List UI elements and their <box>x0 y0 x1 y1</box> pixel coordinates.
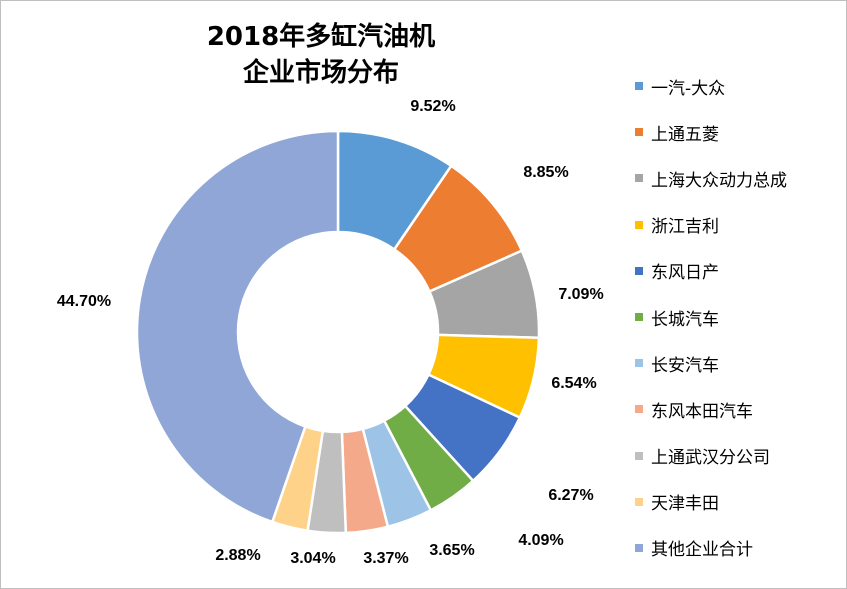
legend-item: 上海大众动力总成 <box>635 155 787 201</box>
legend-swatch <box>635 82 643 91</box>
data-label: 3.04% <box>290 550 335 567</box>
legend: 一汽-大众上通五菱上海大众动力总成 浙江吉利东风日产长城汽车长安汽车东风本田汽车上… <box>635 63 787 571</box>
legend-label: 长安汽车 <box>651 355 719 376</box>
legend-swatch <box>635 313 643 322</box>
legend-swatch <box>635 497 643 506</box>
legend-label: 东风日产 <box>651 263 719 284</box>
legend-label: 浙江吉利 <box>651 217 719 238</box>
legend-swatch <box>635 266 643 275</box>
legend-item: 天津丰田 <box>635 479 787 525</box>
data-label: 4.09% <box>518 532 563 549</box>
chart-title: 2018年多缸汽油机 企业市场分布 <box>171 19 471 91</box>
data-label: 9.52% <box>410 98 455 115</box>
data-label: 3.65% <box>429 542 474 559</box>
donut-slice <box>135 129 340 524</box>
data-label: 6.27% <box>548 487 593 504</box>
legend-item: 长安汽车 <box>635 340 787 386</box>
legend-item: 长城汽车 <box>635 294 787 340</box>
data-label: 7.09% <box>558 286 603 303</box>
legend-swatch <box>635 174 643 183</box>
legend-label: 上海大众动力总成 <box>651 170 787 191</box>
data-label: 2.88% <box>215 547 260 564</box>
legend-label: 其他企业合计 <box>651 540 753 561</box>
legend-item: 一汽-大众 <box>635 63 787 109</box>
data-label: 44.70% <box>57 293 111 310</box>
legend-swatch <box>635 359 643 368</box>
legend-item: 上通五菱 <box>635 109 787 155</box>
legend-label: 东风本田汽车 <box>651 401 753 422</box>
legend-swatch <box>635 451 643 460</box>
legend-label: 上通武汉分公司 <box>651 448 770 469</box>
legend-swatch <box>635 543 643 552</box>
legend-swatch <box>635 220 643 229</box>
legend-item: 东风本田汽车 <box>635 386 787 432</box>
legend-item: 其他企业合计 <box>635 525 787 571</box>
data-label: 8.85% <box>523 164 568 181</box>
legend-swatch <box>635 405 643 414</box>
legend-label: 天津丰田 <box>651 494 719 515</box>
chart-title-line-1: 2018年多缸汽油机 <box>206 22 436 52</box>
legend-label: 一汽-大众 <box>651 78 726 99</box>
legend-item: 东风日产 <box>635 248 787 294</box>
legend-label: 长城汽车 <box>651 309 719 330</box>
legend-swatch <box>635 128 643 137</box>
chart-title-line-2: 企业市场分布 <box>242 58 399 88</box>
legend-label: 上通五菱 <box>651 124 719 145</box>
data-label: 3.37% <box>363 550 408 567</box>
legend-item: 浙江吉利 <box>635 202 787 248</box>
legend-item: 上通武汉分公司 <box>635 433 787 479</box>
data-label: 6.54% <box>551 375 596 392</box>
